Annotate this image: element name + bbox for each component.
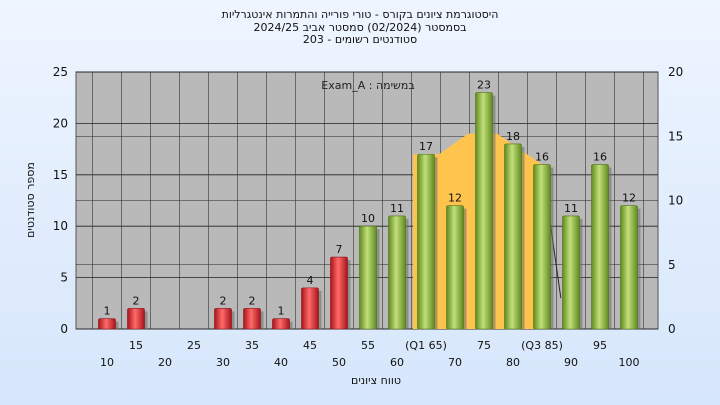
x-tick-label: 95 [593,339,607,352]
bar-35 [243,308,261,330]
bar-30 [214,308,232,330]
data-label-100: 12 [622,192,636,205]
x-tick-label: 70 [448,356,462,369]
data-label-90: 11 [564,202,578,215]
bar-90 [562,215,580,330]
data-label-30: 2 [220,294,227,307]
y-tick-label: 10 [53,219,68,233]
data-label-70: 12 [448,192,462,205]
x-tick-label: 50 [332,356,346,369]
chart-title: היסטוגרמת ציונים בקורס - טורי פורייה והת… [221,8,499,21]
data-label-50: 7 [336,243,343,256]
x-tick-label: 10 [100,356,114,369]
data-label-40: 1 [278,305,285,318]
bar-55 [359,225,377,330]
bar-65 [417,153,435,330]
x-tick-label: 15 [129,339,143,352]
data-label-80: 18 [506,130,520,143]
bar-75 [475,92,493,330]
y-tick-label: 20 [53,116,68,130]
chart-titles: היסטוגרמת ציונים בקורס - טורי פורייה והת… [0,8,720,47]
x-tick-label: 40 [274,356,288,369]
x-tick-label: 75 [477,339,491,352]
bar-45 [301,287,319,330]
x-tick-label: (Q1 65) [405,339,447,352]
data-label-35: 2 [249,294,256,307]
y2-tick-label: 20 [668,65,683,79]
chart-annotation: Exam_A : במשימה [321,79,414,92]
y-tick-label: 25 [53,65,68,79]
data-label-85: 16 [535,151,549,164]
y2-tick-label: 5 [668,258,676,272]
bar-85 [533,164,551,330]
data-label-75: 23 [477,79,491,92]
bar-100 [620,205,638,330]
y2-tick-label: 0 [668,322,676,336]
data-label-55: 10 [361,212,375,225]
y-tick-label: 5 [60,271,68,285]
x-axis-title: טווח ציונים [351,374,401,387]
data-label-65: 17 [419,140,433,153]
x-tick-label: 30 [216,356,230,369]
x-tick-label: (Q3 85) [521,339,563,352]
y2-tick-label: 15 [668,129,683,143]
data-label-60: 11 [390,202,404,215]
data-label-95: 16 [593,151,607,164]
bar-70 [446,205,464,330]
y-tick-label: 15 [53,168,68,182]
bar-40 [272,318,290,330]
x-tick-label: 80 [506,356,520,369]
chart-subtitle-semester: בסמסטר (02/2024) סמסטר אביב 2024/25 [253,20,467,34]
x-tick-label: 20 [158,356,172,369]
bar-10 [98,318,116,330]
x-tick-label: 55 [361,339,375,352]
x-tick-label: 90 [564,356,578,369]
y-tick-label: 0 [60,322,68,336]
bar-15 [127,308,145,330]
x-tick-label: 25 [187,339,201,352]
bar-50 [330,256,348,330]
x-tick-label: 45 [303,339,317,352]
x-tick-label: 100 [619,356,640,369]
data-label-45: 4 [307,274,314,287]
bar-80 [504,143,522,330]
bar-60 [388,215,406,330]
data-label-15: 2 [133,294,140,307]
x-tick-label: 60 [390,356,404,369]
y2-tick-label: 10 [668,194,683,208]
x-tick-label: 35 [245,339,259,352]
y-axis-title: מספר סטודנטים [24,162,37,238]
data-label-10: 1 [104,305,111,318]
bar-95 [591,164,609,330]
chart-subtitle-enrolled: סטודנטים רשומים - 203 [302,33,418,46]
